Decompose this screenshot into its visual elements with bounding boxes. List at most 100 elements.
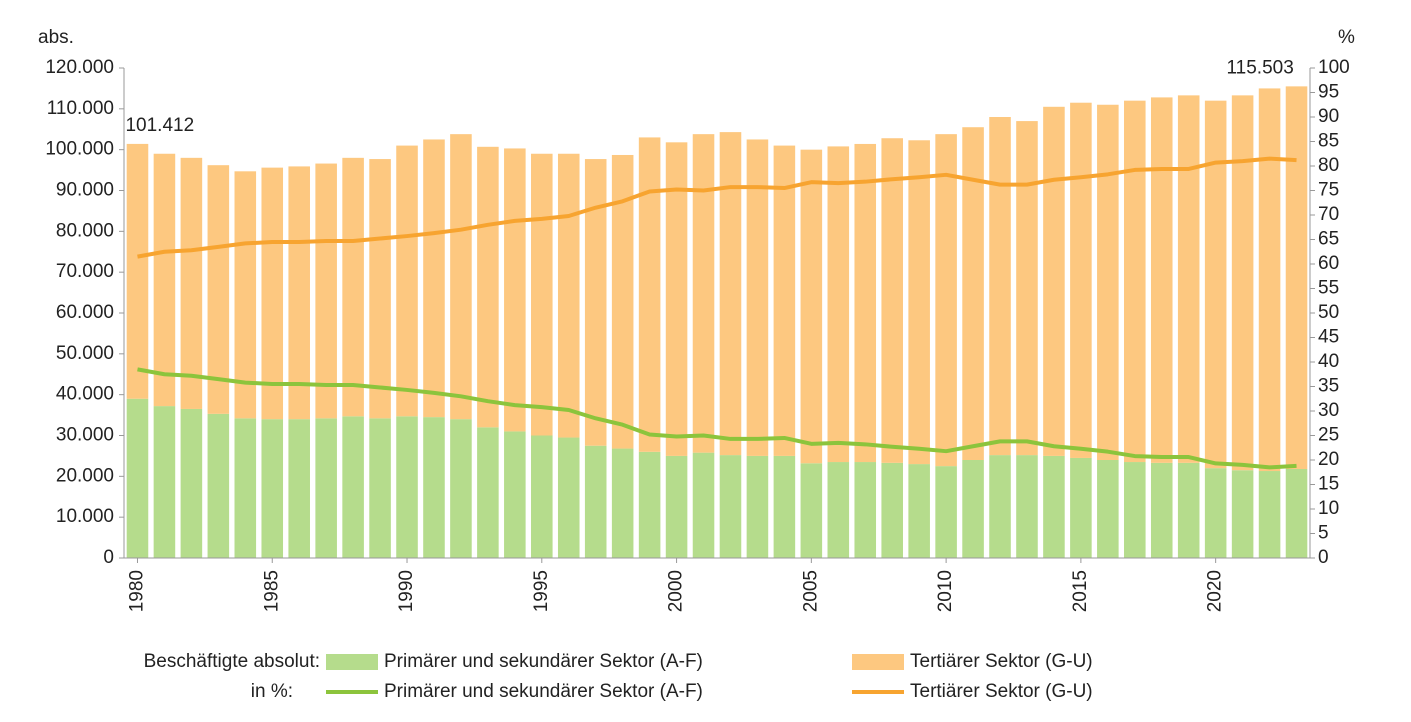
- y2-axis-label: %: [1338, 27, 1355, 48]
- bar: [908, 464, 930, 558]
- y-tick-label: 100.000: [45, 139, 114, 160]
- bar: [773, 145, 796, 456]
- bar: [935, 466, 957, 558]
- x-tick-label: 2005: [800, 570, 821, 612]
- y-tick-label: 90.000: [56, 180, 114, 201]
- y-tick-label: 0: [103, 547, 114, 568]
- y-tick-label: 30.000: [56, 425, 114, 446]
- bar: [1043, 106, 1065, 456]
- bar: [531, 153, 553, 436]
- x-tick-label: 1985: [261, 570, 282, 612]
- bar: [342, 416, 364, 558]
- bar: [261, 419, 284, 558]
- bar: [315, 418, 337, 558]
- bar: [584, 445, 607, 558]
- bar: [180, 408, 203, 558]
- y2-tick-label: 60: [1318, 253, 1339, 274]
- y-tick-label: 10.000: [56, 506, 114, 527]
- bar: [1124, 462, 1146, 558]
- bar: [692, 134, 715, 453]
- bar: [800, 463, 823, 558]
- y2-tick-label: 10: [1318, 498, 1339, 519]
- bar: [531, 435, 553, 558]
- bar: [1258, 88, 1281, 472]
- y2-tick-label: 75: [1318, 180, 1339, 201]
- y2-tick-label: 55: [1318, 278, 1339, 299]
- bar: [1070, 102, 1092, 458]
- y2-tick-label: 30: [1318, 400, 1339, 421]
- bar: [881, 462, 903, 558]
- bar: [719, 132, 742, 456]
- y2-tick-label: 90: [1318, 106, 1339, 127]
- bar: [1285, 468, 1308, 558]
- y2-tick-label: 20: [1318, 449, 1339, 470]
- bar: [369, 418, 391, 558]
- bar: [827, 462, 850, 558]
- bar: [477, 146, 499, 428]
- y2-tick-label: 25: [1318, 425, 1339, 446]
- bar: [396, 145, 418, 417]
- bar: [126, 398, 149, 558]
- bar: [1177, 462, 1200, 558]
- bar: [234, 171, 257, 419]
- x-tick-label: 1980: [126, 570, 147, 612]
- bar: [450, 134, 472, 420]
- bar: [288, 166, 310, 420]
- bar: [423, 417, 445, 558]
- bar: [1285, 86, 1308, 469]
- bar: [692, 452, 715, 558]
- bar: [989, 117, 1011, 456]
- legend-row-label: in %:: [251, 681, 293, 702]
- x-tick-label: 2000: [666, 570, 687, 612]
- legend-swatch: [326, 654, 378, 670]
- bar: [557, 437, 580, 558]
- y2-tick-label: 100: [1318, 57, 1350, 78]
- line: [137, 156, 1297, 259]
- bar: [288, 419, 310, 558]
- line: [137, 367, 1297, 470]
- bar: [665, 142, 688, 456]
- bar: [1258, 471, 1281, 558]
- bar: [719, 455, 742, 558]
- bar: [342, 157, 364, 417]
- y2-tick-label: 35: [1318, 376, 1339, 397]
- bar: [315, 163, 337, 419]
- bar: [1016, 455, 1038, 558]
- bar: [396, 416, 418, 558]
- bar: [1124, 100, 1146, 463]
- bar: [1097, 460, 1119, 558]
- y2-tick-label: 45: [1318, 327, 1339, 348]
- y-tick-label: 60.000: [56, 302, 114, 323]
- x-tick-label: 2010: [935, 570, 956, 612]
- bar: [450, 419, 472, 558]
- legend-label: Primärer und sekundärer Sektor (A-F): [384, 651, 703, 672]
- y2-tick-label: 5: [1318, 523, 1329, 544]
- legend-label: Tertiärer Sektor (G-U): [910, 681, 1093, 702]
- bar: [1231, 470, 1254, 558]
- bar: [989, 455, 1011, 558]
- bar: [234, 418, 257, 558]
- y2-tick-label: 65: [1318, 229, 1339, 250]
- y2-tick-label: 85: [1318, 131, 1339, 152]
- bar: [1204, 100, 1227, 469]
- bar: [1097, 104, 1119, 460]
- y-tick-label: 120.000: [45, 57, 114, 78]
- bar: [153, 153, 176, 407]
- bar: [1177, 95, 1200, 463]
- bar: [584, 159, 607, 446]
- bar: [126, 143, 149, 399]
- bar: [423, 139, 445, 418]
- bar: [773, 455, 796, 558]
- bar: [180, 157, 203, 409]
- bar: [746, 455, 769, 558]
- y2-tick-label: 40: [1318, 351, 1339, 372]
- bar: [1016, 121, 1038, 456]
- y-tick-label: 70.000: [56, 261, 114, 282]
- bar: [477, 427, 499, 558]
- bar: [881, 138, 903, 463]
- bar: [665, 455, 688, 558]
- bar: [207, 165, 230, 414]
- bar: [504, 431, 526, 558]
- bar: [854, 143, 877, 463]
